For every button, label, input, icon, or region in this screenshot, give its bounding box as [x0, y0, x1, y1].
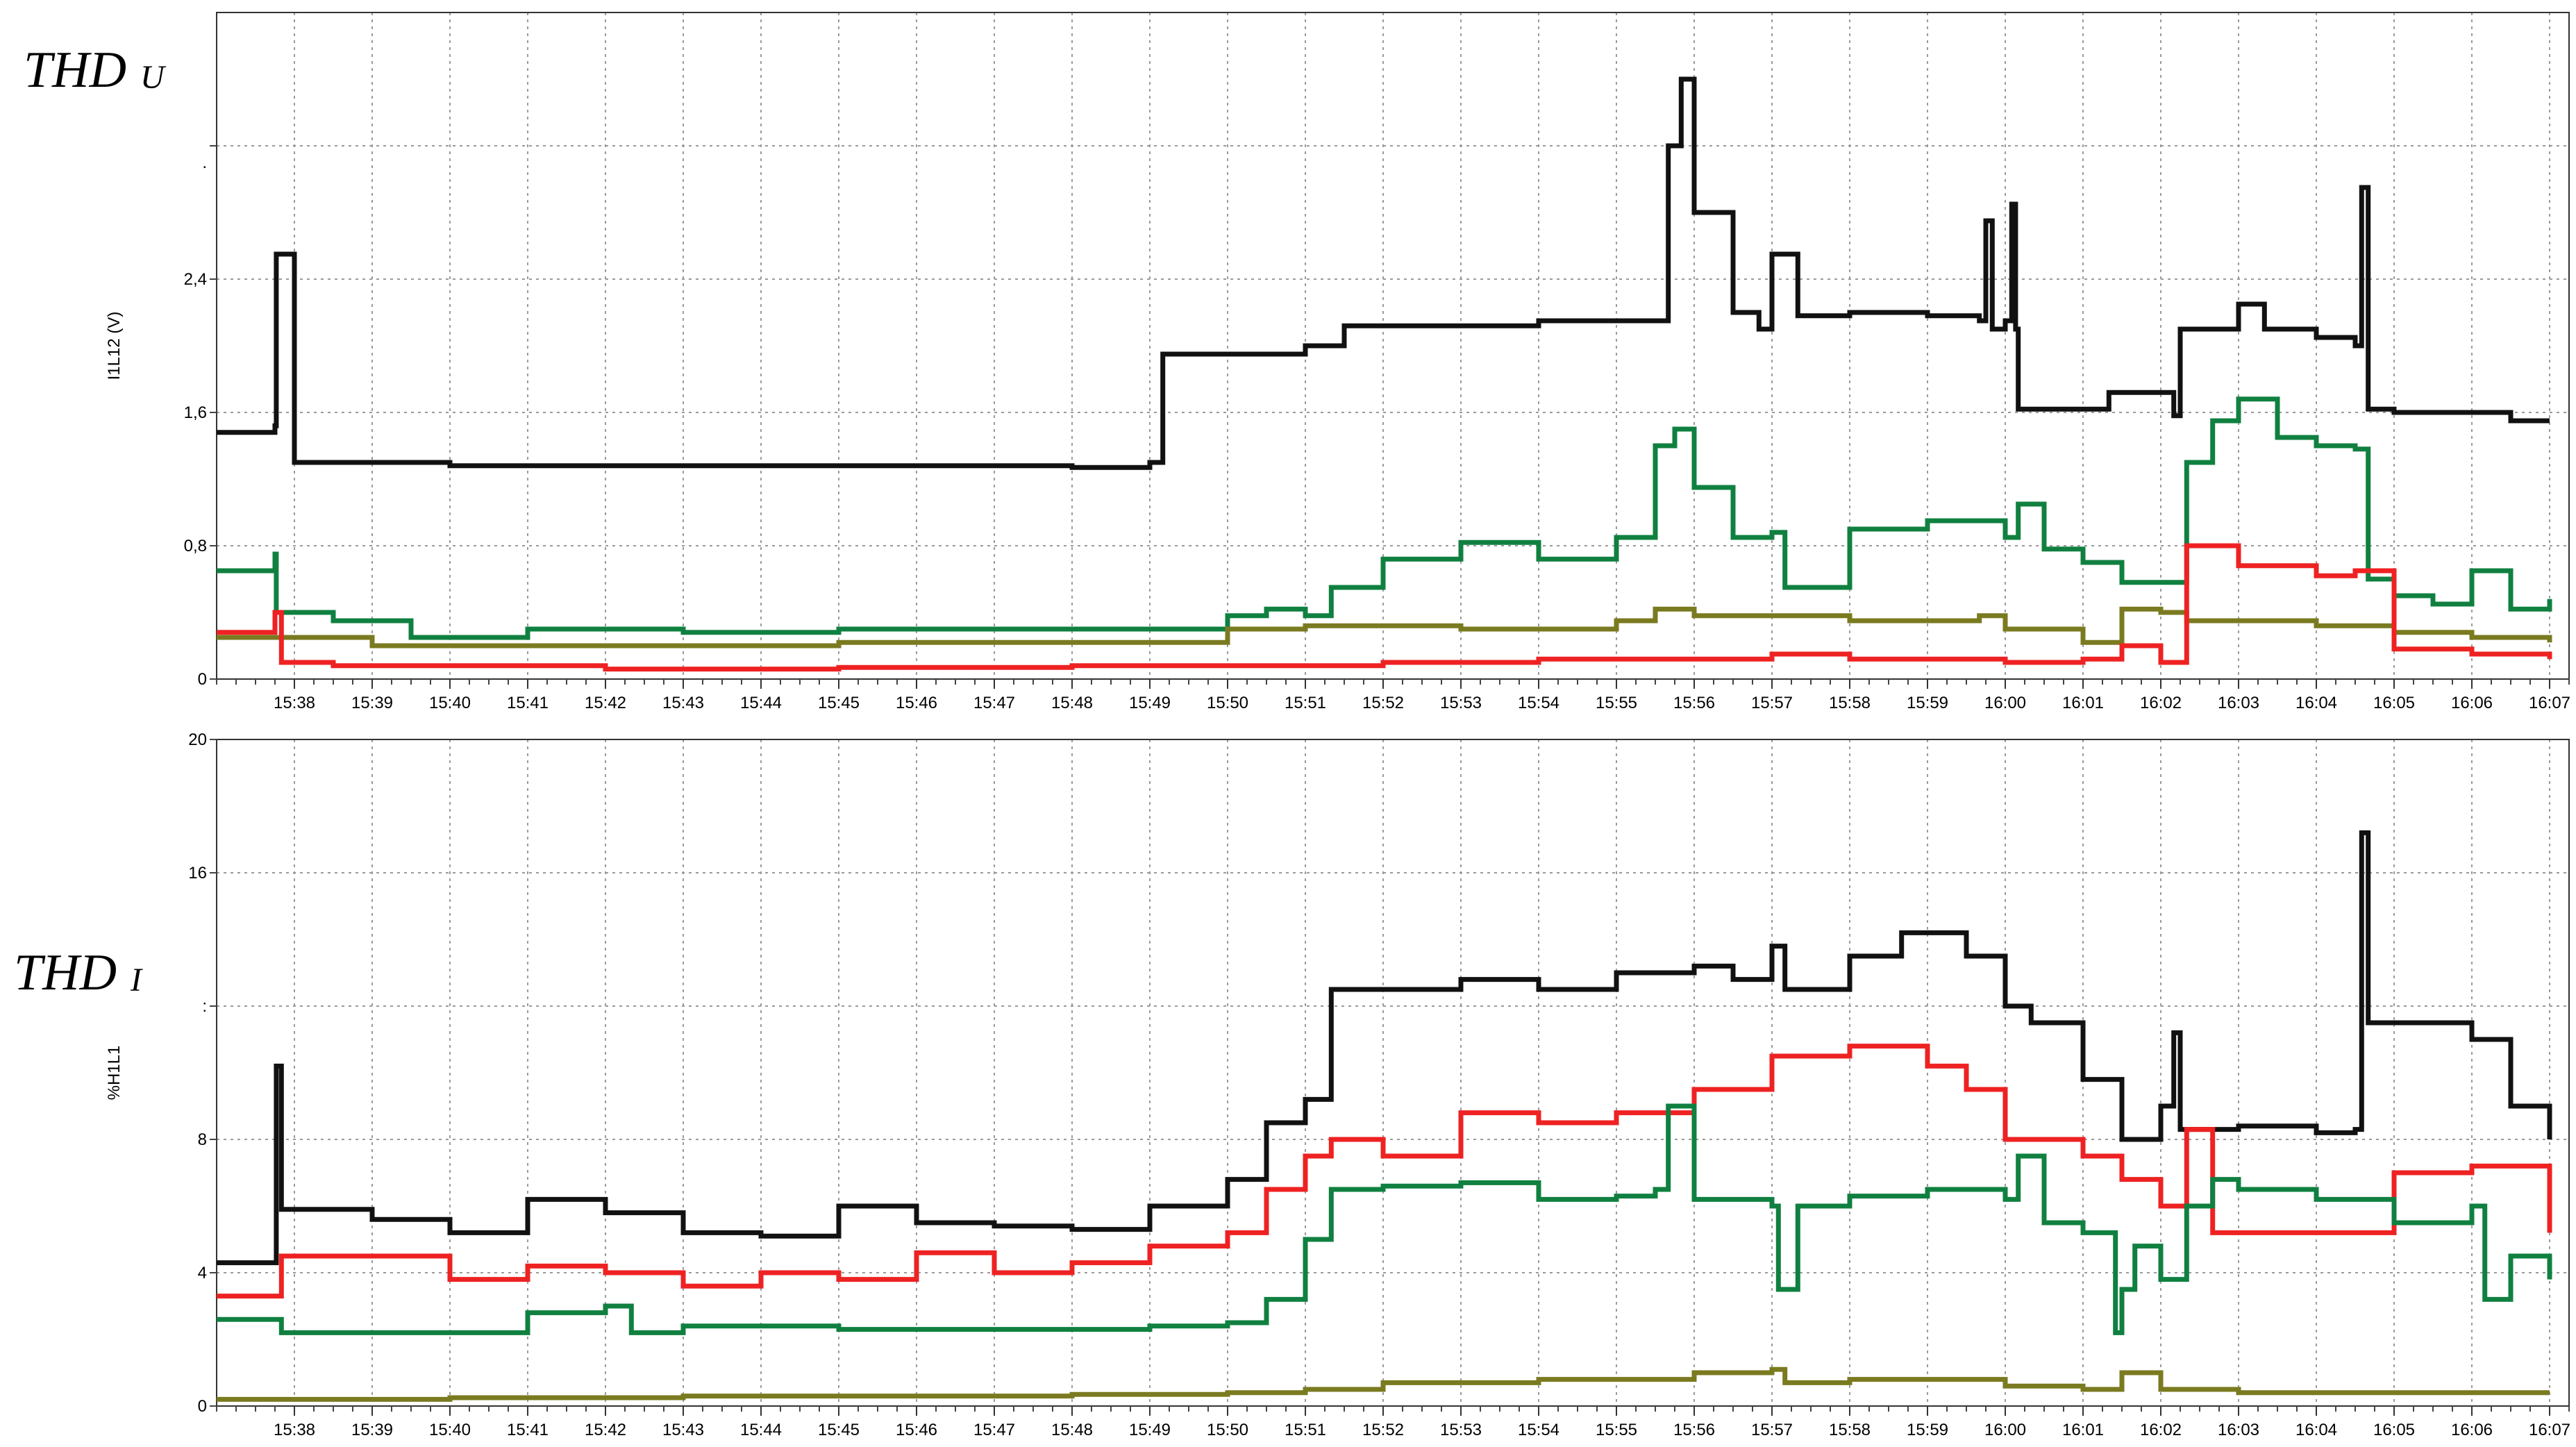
- x-tick-label: 15:49: [1129, 694, 1171, 712]
- x-tick-label: 15:56: [1673, 1421, 1715, 1439]
- series-line-1: [217, 396, 2552, 640]
- x-tick-label: 16:00: [1984, 1421, 2026, 1439]
- panel-label-subscript: I: [130, 962, 143, 998]
- x-tick-label: 15:54: [1518, 1421, 1559, 1439]
- x-tick-label: 15:44: [740, 1421, 782, 1439]
- x-tick-label: 16:04: [2295, 1421, 2337, 1439]
- x-tick-label: 15:43: [662, 694, 704, 712]
- x-tick-label: 15:50: [1207, 1421, 1248, 1439]
- x-tick-label: 15:38: [274, 1421, 315, 1439]
- y-tick-label: 16: [188, 864, 207, 883]
- series-line-2: [217, 1103, 2552, 1335]
- x-tick-label: 16:05: [2373, 1421, 2415, 1439]
- x-tick-label: 15:44: [740, 694, 782, 712]
- x-tick-label: 15:42: [585, 694, 626, 712]
- x-tick-label: 16:07: [2529, 1421, 2570, 1439]
- x-tick-label: 16:00: [1984, 694, 2026, 712]
- x-tick-label: 16:02: [2140, 1421, 2182, 1439]
- x-tick-label: 15:58: [1829, 694, 1871, 712]
- y-axis-label: I1L12 (V): [105, 312, 124, 380]
- x-tick-label: 15:41: [507, 694, 549, 712]
- panel-label: THD: [14, 944, 117, 1001]
- y-tick-label: 8: [198, 1130, 207, 1149]
- x-tick-label: 16:05: [2373, 694, 2415, 712]
- x-tick-label: 16:01: [2062, 694, 2104, 712]
- y-tick-label: 4: [198, 1264, 207, 1282]
- x-tick-label: 16:04: [2295, 694, 2337, 712]
- x-tick-label: 15:57: [1751, 694, 1793, 712]
- x-tick-label: 16:06: [2451, 1421, 2493, 1439]
- x-tick-label: 15:59: [1907, 694, 1948, 712]
- y-tick-label: 1,6: [184, 403, 207, 422]
- x-tick-label: 15:45: [818, 1421, 860, 1439]
- series-line-2: [217, 606, 2552, 649]
- x-tick-label: 15:49: [1129, 1421, 1171, 1439]
- x-tick-label: 15:52: [1362, 1421, 1404, 1439]
- y-tick-label: 20: [188, 730, 207, 749]
- panel-label: THD: [24, 42, 126, 99]
- x-tick-label: 16:02: [2140, 694, 2182, 712]
- x-tick-label: 15:39: [351, 1421, 393, 1439]
- series-line-0: [217, 830, 2552, 1266]
- y-tick-label: :: [202, 997, 207, 1016]
- x-tick-label: 15:39: [351, 694, 393, 712]
- x-tick-label: 16:06: [2451, 694, 2493, 712]
- x-tick-label: 15:40: [429, 694, 471, 712]
- x-tick-label: 16:03: [2218, 1421, 2259, 1439]
- y-tick-label: 0: [198, 1397, 207, 1416]
- x-tick-label: 16:03: [2218, 694, 2259, 712]
- x-tick-label: 15:57: [1751, 1421, 1793, 1439]
- panel-label-subscript: U: [140, 59, 167, 96]
- x-tick-label: 15:53: [1440, 1421, 1482, 1439]
- thd-i-panel: 0 4 8: 16 20 %H1L1 THD I 15:38 15:39 15:40 15:41 15:…: [14, 730, 2570, 1439]
- x-tick-label: 15:45: [818, 694, 860, 712]
- x-tick-label: 15:48: [1051, 1421, 1093, 1439]
- series-line-3: [217, 1366, 2550, 1402]
- y-axis-label: %H1L1: [105, 1046, 124, 1101]
- x-tick-label: 15:50: [1207, 694, 1248, 712]
- x-tick-label: 15:56: [1673, 694, 1715, 712]
- x-tick-label: 15:58: [1829, 1421, 1871, 1439]
- y-tick-label: 0: [198, 670, 207, 689]
- x-tick-label: 15:47: [973, 694, 1015, 712]
- x-tick-label: 15:43: [662, 1421, 704, 1439]
- series-line-0: [217, 76, 2550, 470]
- x-tick-label: 15:46: [896, 694, 937, 712]
- x-tick-label: 15:55: [1596, 1421, 1637, 1439]
- x-tick-label: 15:42: [585, 1421, 626, 1439]
- series-line-3: [217, 543, 2552, 672]
- x-tick-label: 15:40: [429, 1421, 471, 1439]
- x-tick-label: 15:53: [1440, 694, 1482, 712]
- x-tick-label: 15:51: [1285, 1421, 1326, 1439]
- x-tick-label: 16:01: [2062, 1421, 2104, 1439]
- x-tick-label: 15:59: [1907, 1421, 1948, 1439]
- x-tick-label: 15:46: [896, 1421, 937, 1439]
- plot-frame: [216, 12, 2570, 680]
- plot-frame: [216, 739, 2570, 1407]
- x-tick-label: 15:47: [973, 1421, 1015, 1439]
- x-tick-label: 15:55: [1596, 694, 1637, 712]
- y-tick-label: .: [202, 153, 207, 172]
- x-tick-label: 15:38: [274, 694, 315, 712]
- thd-u-panel: 0 0,8 1,6 2,4. I1L12 (V) THD U 15:38 15:39 15:40 1…: [24, 12, 2570, 712]
- x-tick-label: 15:51: [1285, 694, 1326, 712]
- x-tick-label: 15:48: [1051, 694, 1093, 712]
- y-tick-label: 0,8: [184, 537, 207, 555]
- y-tick-label: 2,4: [184, 270, 207, 289]
- x-tick-label: 15:41: [507, 1421, 549, 1439]
- x-tick-label: 15:52: [1362, 694, 1404, 712]
- x-tick-label: 16:07: [2529, 694, 2570, 712]
- x-tick-label: 15:54: [1518, 694, 1559, 712]
